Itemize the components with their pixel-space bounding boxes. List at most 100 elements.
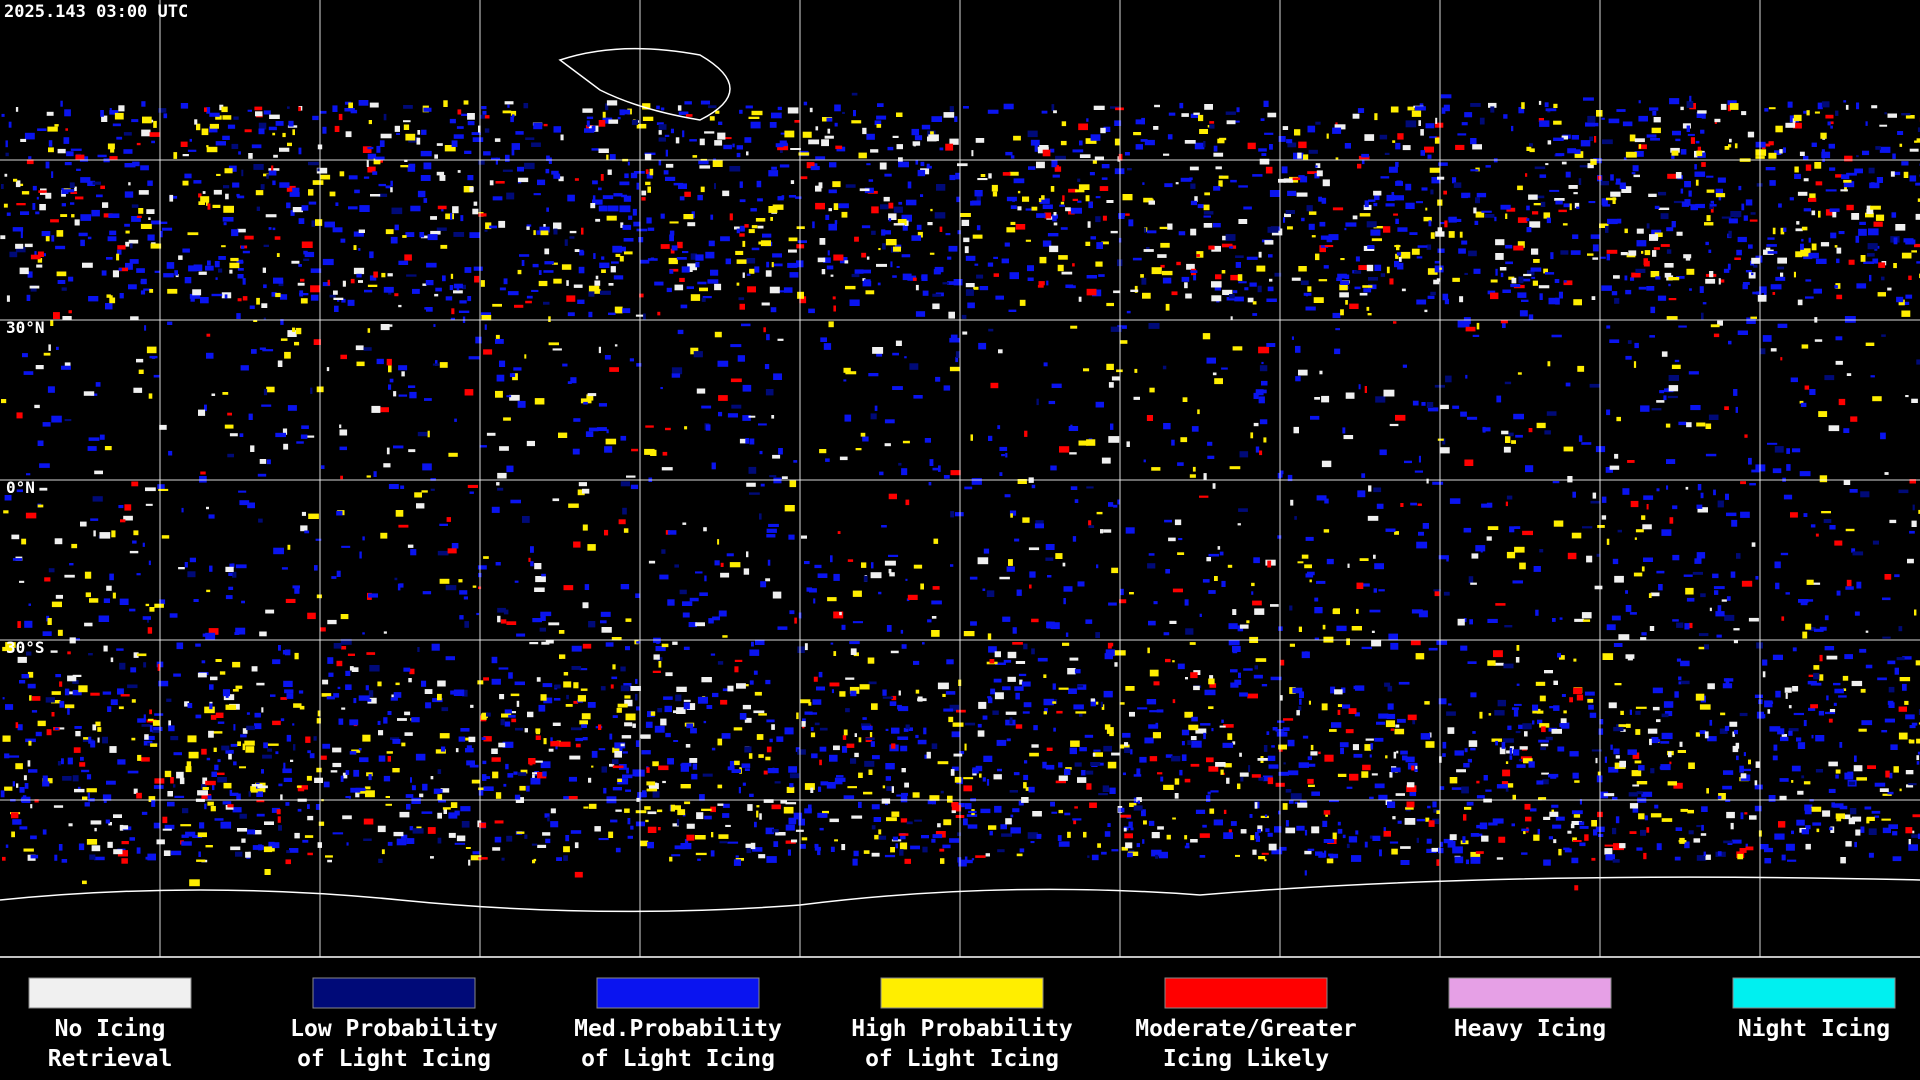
speckle <box>1303 154 1309 160</box>
speckle <box>1549 189 1560 192</box>
speckle <box>536 677 541 682</box>
speckle <box>671 373 681 378</box>
speckle <box>1221 367 1228 370</box>
speckle <box>454 842 466 845</box>
speckle <box>345 684 352 690</box>
speckle <box>239 813 247 819</box>
speckle <box>262 267 266 273</box>
speckle <box>523 103 529 109</box>
speckle <box>1801 775 1805 779</box>
speckle <box>327 619 337 625</box>
speckle <box>127 770 139 774</box>
speckle <box>39 204 46 211</box>
speckle <box>1168 112 1176 116</box>
speckle <box>118 267 122 271</box>
speckle <box>1803 720 1807 727</box>
speckle <box>641 750 651 755</box>
speckle <box>1127 851 1139 856</box>
speckle <box>1215 166 1222 170</box>
speckle <box>1395 218 1399 224</box>
speckle <box>503 783 507 787</box>
speckle <box>1378 713 1389 719</box>
speckle <box>1543 268 1548 274</box>
speckle <box>1545 108 1557 112</box>
speckle <box>921 835 929 839</box>
speckle <box>1053 727 1056 732</box>
speckle <box>74 219 80 226</box>
speckle <box>1342 704 1351 709</box>
speckle <box>1901 113 1911 116</box>
speckle <box>5 642 16 648</box>
speckle <box>1094 156 1104 161</box>
speckle <box>450 317 455 321</box>
speckle <box>405 232 415 237</box>
speckle <box>801 535 807 539</box>
speckle <box>1164 183 1173 188</box>
speckle <box>1436 278 1441 282</box>
speckle <box>1672 619 1679 622</box>
speckle <box>1594 136 1597 143</box>
speckle <box>339 424 342 429</box>
speckle <box>932 834 943 839</box>
speckle <box>750 208 757 212</box>
speckle <box>699 794 705 801</box>
speckle <box>219 671 226 675</box>
speckle <box>313 736 317 741</box>
speckle <box>1825 711 1836 715</box>
speckle <box>201 784 207 789</box>
speckle <box>1493 662 1504 666</box>
speckle <box>1625 590 1628 594</box>
speckle <box>1427 407 1439 412</box>
speckle <box>1867 765 1876 769</box>
speckle <box>828 321 834 328</box>
speckle <box>265 609 275 614</box>
speckle <box>1531 276 1536 279</box>
speckle <box>1616 109 1626 112</box>
speckle <box>884 854 896 858</box>
speckle <box>614 751 622 758</box>
speckle <box>1214 576 1218 581</box>
speckle <box>1814 111 1820 114</box>
speckle <box>1434 122 1444 128</box>
speckle <box>284 689 294 694</box>
speckle <box>1871 810 1881 814</box>
speckle <box>841 624 846 630</box>
speckle <box>977 557 989 565</box>
speckle <box>76 168 81 171</box>
speckle <box>1503 663 1514 669</box>
speckle <box>1795 251 1803 258</box>
speckle <box>1263 437 1267 443</box>
speckle <box>1674 691 1679 698</box>
speckle <box>843 367 851 373</box>
speckle <box>1788 730 1793 736</box>
speckle <box>1119 340 1128 344</box>
speckle <box>1680 660 1690 667</box>
speckle <box>484 229 488 232</box>
speckle <box>1379 134 1388 140</box>
speckle <box>64 362 71 368</box>
speckle <box>1845 586 1854 590</box>
speckle <box>1762 659 1768 666</box>
speckle <box>1222 289 1233 295</box>
speckle <box>1420 733 1431 740</box>
speckle <box>1104 653 1113 660</box>
speckle <box>388 384 392 390</box>
speckle <box>533 193 541 196</box>
speckle <box>1775 125 1783 133</box>
speckle <box>1172 660 1175 663</box>
speckle <box>747 286 756 293</box>
speckle <box>1177 663 1185 670</box>
speckle <box>5 152 9 157</box>
speckle <box>1308 700 1311 705</box>
speckle <box>1696 825 1701 828</box>
speckle <box>674 564 679 568</box>
speckle <box>460 728 470 732</box>
speckle <box>1103 529 1112 533</box>
speckle <box>545 168 550 174</box>
speckle <box>1298 762 1309 768</box>
speckle <box>1552 481 1560 484</box>
speckle <box>1472 731 1476 734</box>
speckle <box>1818 710 1825 716</box>
speckle <box>901 468 908 476</box>
speckle <box>677 329 684 335</box>
